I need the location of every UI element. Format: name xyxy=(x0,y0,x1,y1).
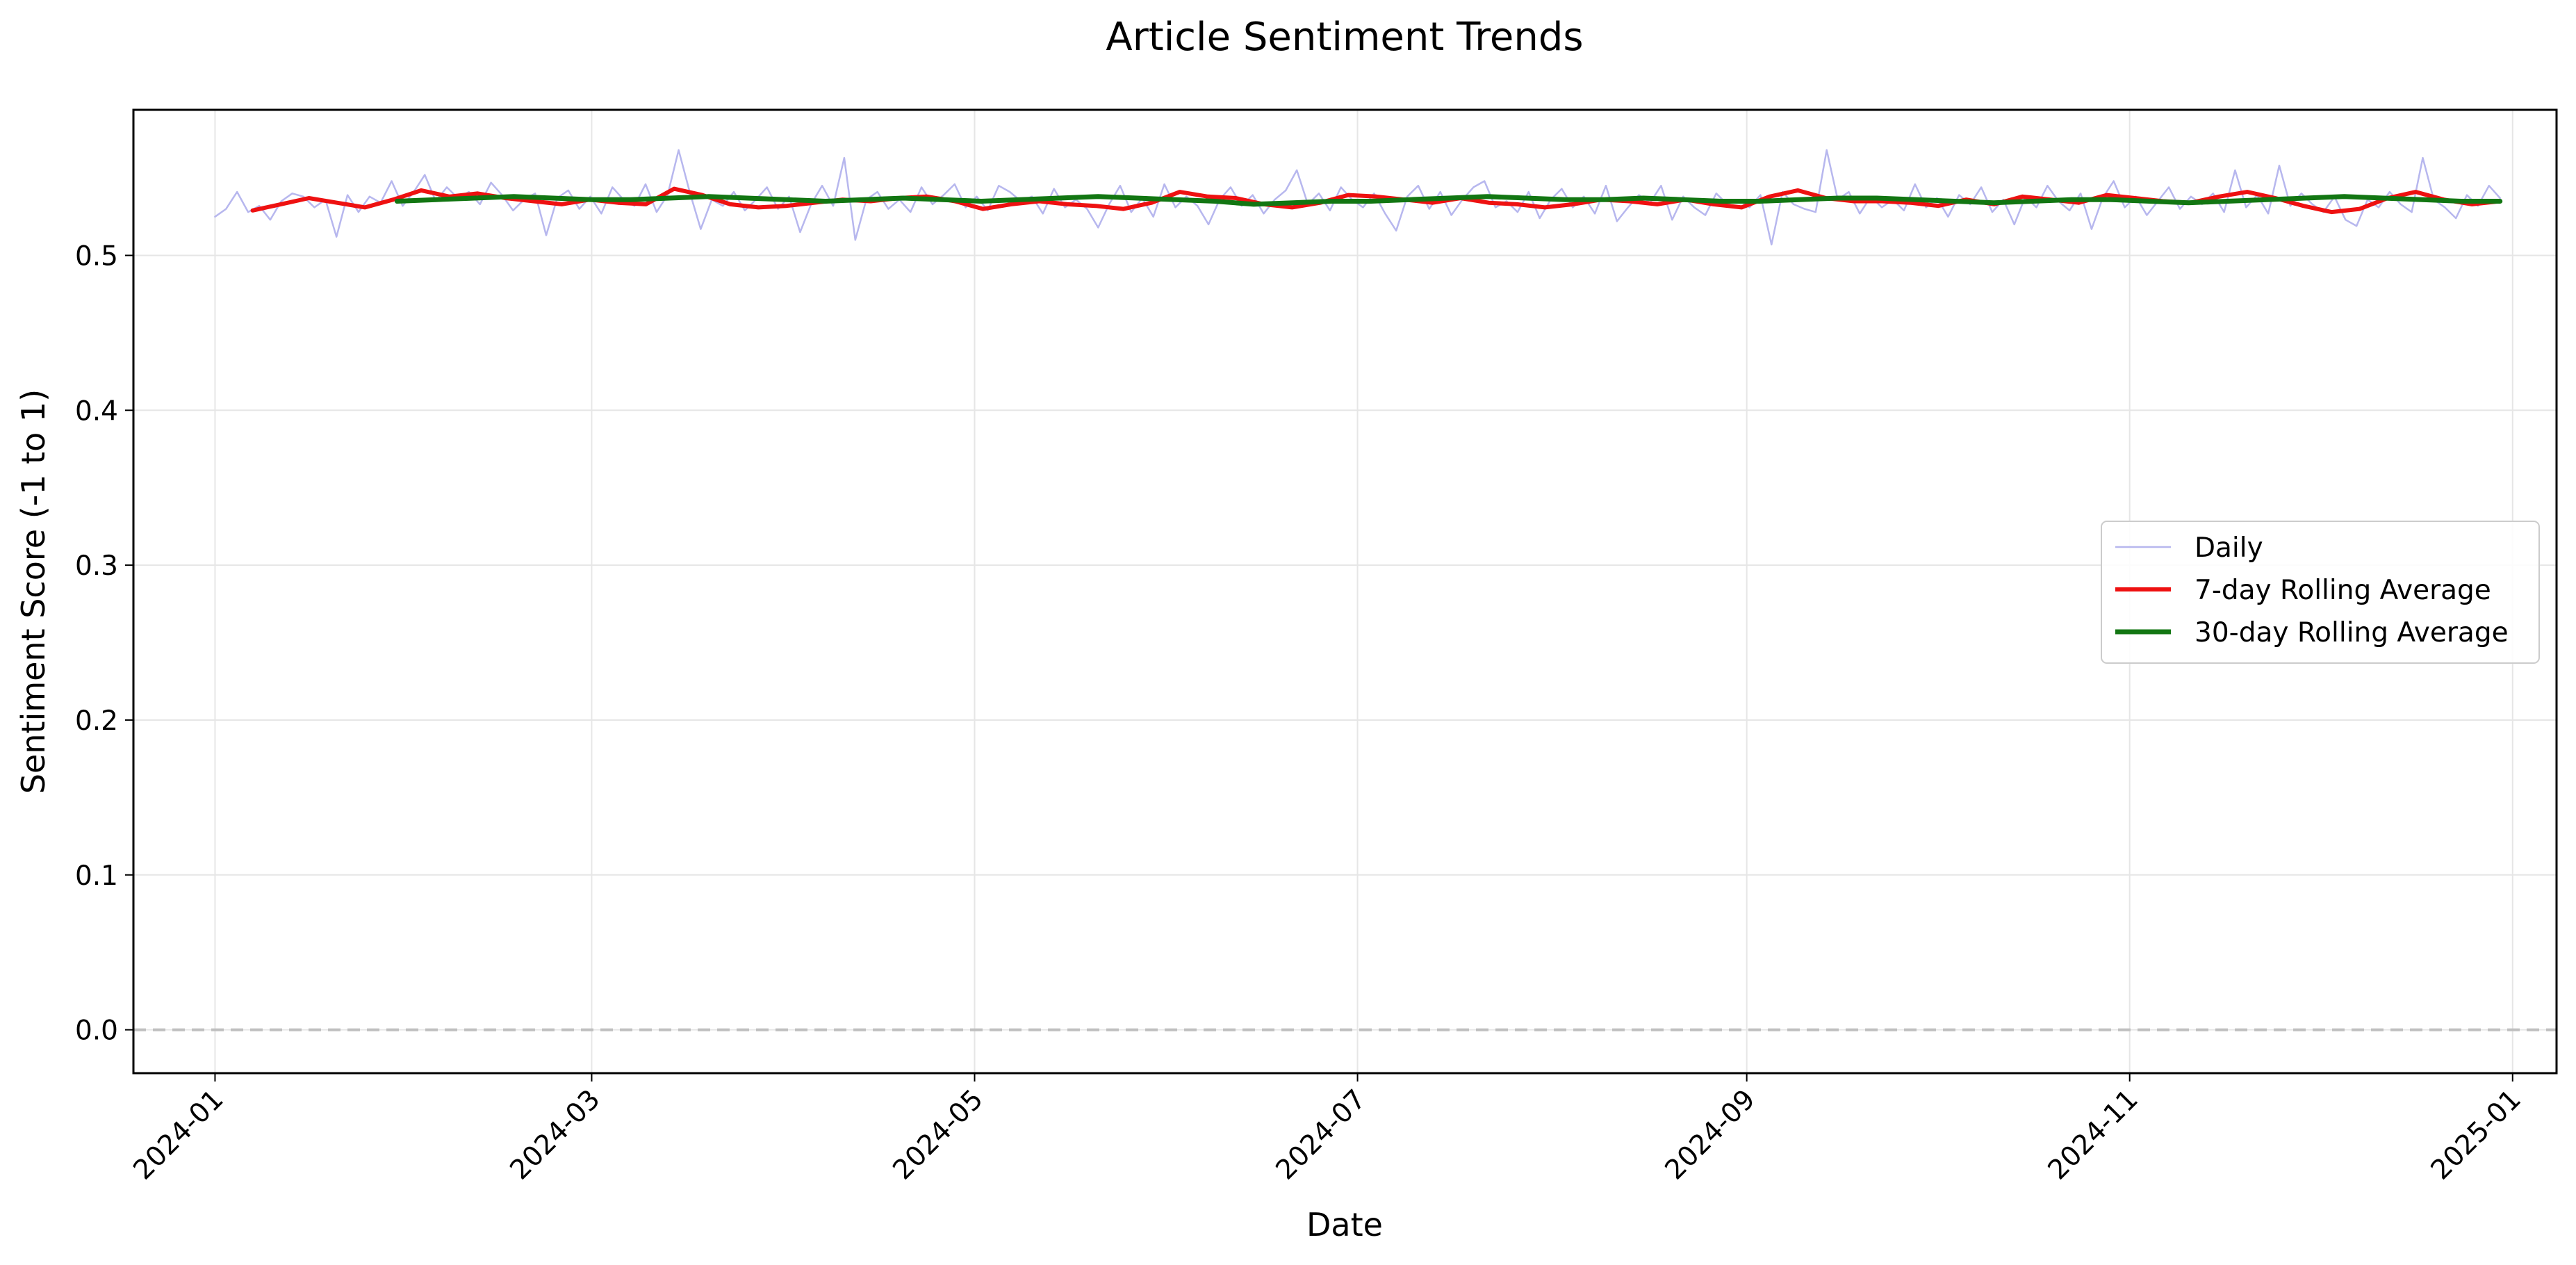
y-tick-label: 0.4 xyxy=(75,395,118,427)
plot-frame xyxy=(132,108,2558,1075)
y-tick-label: 0.0 xyxy=(75,1015,118,1047)
y-tick-label: 0.5 xyxy=(75,240,118,272)
series-layer xyxy=(214,149,2503,246)
legend-box xyxy=(2101,521,2540,664)
legend-label-30-day-rolling-average: 30-day Rolling Average xyxy=(2194,617,2509,648)
legend-label-7-day-rolling-average: 7-day Rolling Average xyxy=(2194,575,2491,606)
y-tick-label: 0.2 xyxy=(75,705,118,737)
series-line-30-day-rolling-average xyxy=(394,194,2503,207)
series-line-7-day-rolling-average xyxy=(250,186,2502,215)
x-axis-label: Date xyxy=(1306,1206,1383,1243)
chart-title: Article Sentiment Trends xyxy=(1106,15,1583,60)
y-tick-label: 0.3 xyxy=(75,550,118,582)
y-axis-label: Sentiment Score (-1 to 1) xyxy=(15,389,52,794)
grid xyxy=(133,110,2557,1073)
legend: Daily 7-day Rolling Average 30-day Rolling… xyxy=(2101,521,2540,664)
legend-label-daily: Daily xyxy=(2194,532,2263,564)
y-tick-label: 0.1 xyxy=(75,860,118,892)
